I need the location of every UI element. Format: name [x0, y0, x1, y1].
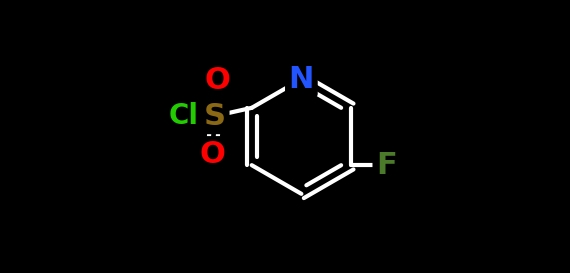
Text: F: F [376, 151, 397, 180]
Text: Cl: Cl [169, 102, 198, 130]
Text: O: O [205, 66, 230, 95]
Text: O: O [199, 140, 225, 169]
Text: N: N [288, 65, 314, 94]
Text: S: S [204, 102, 226, 130]
